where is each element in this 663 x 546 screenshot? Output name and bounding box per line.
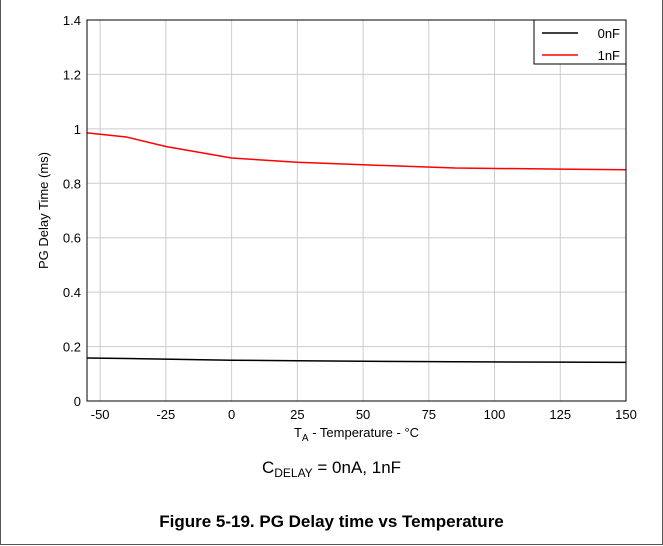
plot-area	[86, 19, 627, 402]
x-tick-label: 125	[549, 407, 571, 422]
y-tick-label: 0.6	[63, 231, 81, 246]
y-tick-label: 1	[74, 122, 81, 137]
y-tick-label: 1.2	[63, 67, 81, 82]
x-axis-label: TA - Temperature - °C	[294, 425, 419, 444]
figure-caption: Figure 5-19. PG Delay time vs Temperatur…	[159, 512, 504, 531]
x-tick-label: 150	[615, 407, 637, 422]
x-tick-label: -50	[91, 407, 110, 422]
x-tick-label: 100	[484, 407, 506, 422]
y-tick-label: 0	[74, 394, 81, 409]
legend-box	[533, 19, 627, 65]
y-tick-label: 1.4	[63, 13, 81, 28]
grid	[87, 19, 627, 402]
chart: -50 -25 0 25 50 75 100 125 150 0 0.2 0.4 0.6 0.8 1 1.2 1…	[36, 13, 637, 444]
y-tick-label: 0.2	[63, 340, 81, 355]
x-tick-label: 75	[422, 407, 436, 422]
x-tick-label: 0	[228, 407, 235, 422]
x-tick-label: 50	[356, 407, 370, 422]
y-axis-label: PG Delay Time (ms)	[36, 152, 51, 269]
series-line-0nF	[86, 357, 627, 364]
test-condition: CDELAY = 0nA, 1nF	[261, 458, 402, 480]
series-lines	[86, 132, 627, 364]
x-tick-label: 25	[290, 407, 304, 422]
x-tick-label: -25	[156, 407, 175, 422]
series-line-1nF	[86, 132, 627, 171]
y-tick-label: 0.8	[63, 176, 81, 191]
legend-label: 1nF	[598, 48, 620, 63]
y-tick-label: 0.4	[63, 285, 81, 300]
legend-label: 0nF	[598, 26, 620, 41]
tick-labels: -50 -25 0 25 50 75 100 125 150 0 0.2 0.4 0.6 0.8 1 1.2 1…	[63, 13, 637, 422]
